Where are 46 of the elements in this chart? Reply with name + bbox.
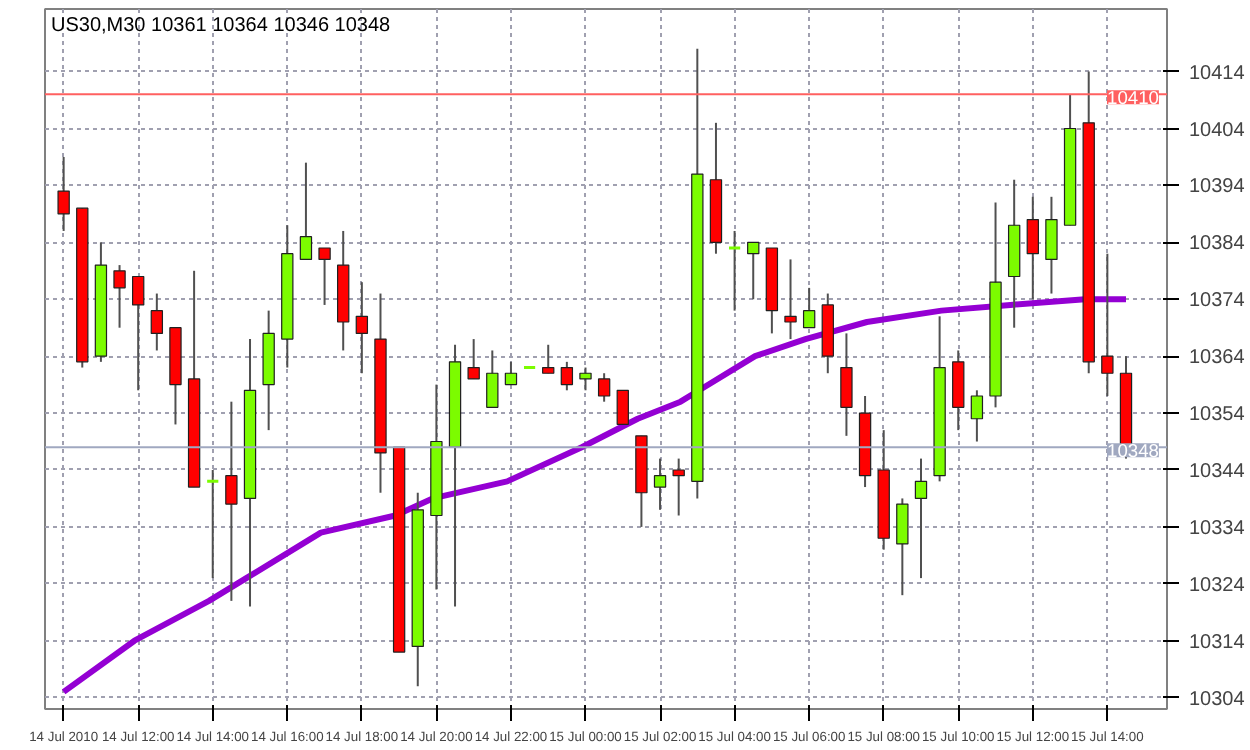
y-tick-label: 10334 xyxy=(1189,517,1246,540)
y-tick-label: 10414 xyxy=(1189,62,1246,85)
candlestick xyxy=(355,281,369,375)
y-tick-label: 10314 xyxy=(1189,631,1246,654)
candlestick xyxy=(299,161,313,261)
candlestick xyxy=(318,247,331,306)
candlestick xyxy=(672,457,685,517)
candlestick xyxy=(1026,195,1039,301)
chart-title: US30,M30 10361 10364 10346 10348 xyxy=(51,15,392,37)
candlestick xyxy=(225,400,238,602)
candlestick xyxy=(486,349,499,409)
candlestick xyxy=(727,229,742,312)
candlestick xyxy=(150,292,164,352)
y-tick-label: 10384 xyxy=(1189,233,1246,256)
ref-line-label: 10348 xyxy=(1107,441,1159,462)
y-tick-label: 10324 xyxy=(1189,574,1246,597)
candlestick xyxy=(542,343,555,375)
candlestick xyxy=(504,360,518,386)
y-tick-label: 10344 xyxy=(1189,460,1246,483)
candlestick xyxy=(1045,195,1058,295)
y-tick-label: 10404 xyxy=(1189,119,1246,142)
candlestick xyxy=(952,349,965,432)
candlestick xyxy=(132,275,145,392)
candlestick xyxy=(840,332,853,437)
candlestick xyxy=(747,241,760,301)
candlestick xyxy=(784,258,797,341)
ref-line-label: 10410 xyxy=(1107,88,1159,109)
candlestick xyxy=(57,155,70,232)
y-tick-label: 10374 xyxy=(1189,290,1246,313)
candlestick xyxy=(1101,252,1114,397)
candlestick xyxy=(653,457,667,511)
candlestick xyxy=(616,389,629,426)
candlestick xyxy=(579,366,592,392)
y-tick-label: 10364 xyxy=(1189,347,1246,370)
y-tick-label: 10354 xyxy=(1189,404,1246,427)
candlestick xyxy=(896,497,909,597)
candlestick xyxy=(205,468,220,580)
candlestick xyxy=(113,264,126,329)
candlestick xyxy=(970,389,984,443)
y-tick-label: 10394 xyxy=(1189,176,1246,199)
candlestick xyxy=(914,457,928,580)
candlestick xyxy=(597,372,611,403)
candlestick xyxy=(802,286,816,329)
candlestick xyxy=(560,360,574,392)
candlestick xyxy=(467,338,480,380)
y-tick-label: 10304 xyxy=(1189,688,1246,711)
